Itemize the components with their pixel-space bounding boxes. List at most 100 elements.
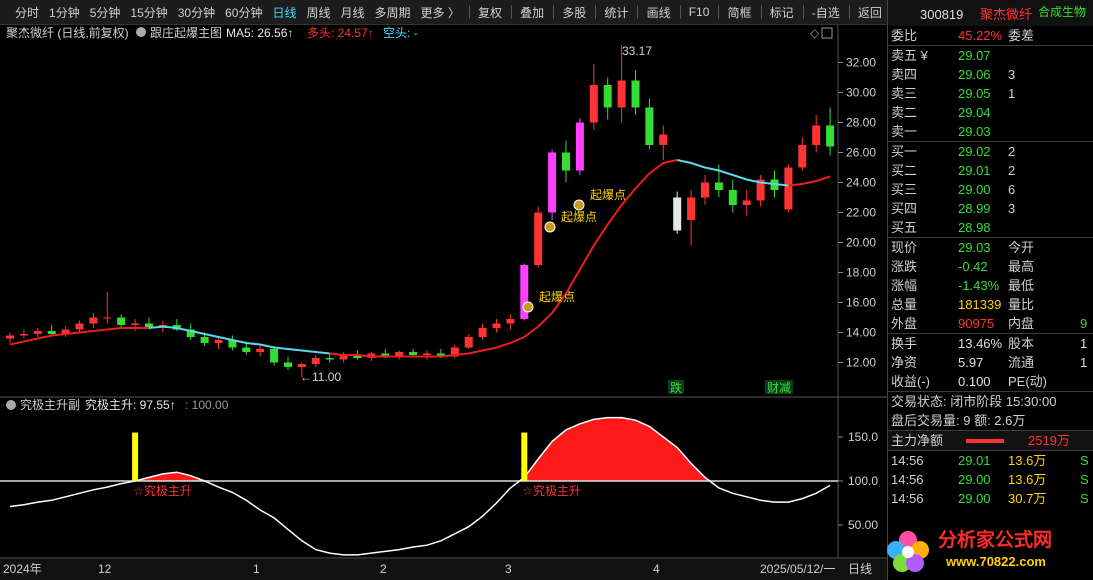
candle-body	[464, 337, 473, 348]
chart-area: ◇ 聚杰微纤 (日线,前复权) 跟庄起爆主图 MA5: 26.56↑ 多头: 24.5…	[0, 25, 887, 580]
coin-icon	[522, 301, 534, 313]
x-tick-label: 2024年	[3, 562, 42, 576]
signal-label: ☆究极主升	[522, 483, 581, 498]
candle-body	[478, 328, 487, 337]
quote-cell: -0.42	[958, 259, 988, 274]
quote-cell: 1	[1080, 336, 1088, 351]
quote-cell: 13.6万	[1008, 472, 1047, 487]
period-tab[interactable]: 分时	[15, 5, 40, 20]
ma5-value: MA5: 26.56↑	[226, 26, 293, 40]
tool-button[interactable]: F10	[688, 5, 710, 19]
annotation: ←11.00	[300, 370, 341, 384]
candle-body	[325, 358, 334, 360]
period-tab[interactable]: 月线	[340, 5, 365, 20]
quote-row: 买一 29.02 2	[888, 141, 1093, 161]
candle-body	[33, 331, 42, 334]
y-tick-label: 20.00	[846, 236, 876, 250]
candle-body	[61, 329, 70, 334]
period-tab[interactable]: 多周期	[374, 5, 411, 20]
period-tab[interactable]: 日线	[272, 5, 297, 20]
icon[interactable]	[821, 27, 833, 39]
period-tab[interactable]: 1分钟	[49, 5, 80, 20]
quote-cell: 卖二	[891, 105, 918, 120]
quote-cell: 总量	[891, 297, 918, 312]
quote-cell: 29.07	[958, 48, 991, 63]
quote-cell: 委比	[891, 28, 918, 43]
quote-cell: 28.98	[958, 220, 991, 235]
annotation: 起爆点	[561, 210, 597, 224]
tool-button[interactable]: 标记	[769, 5, 794, 20]
candle-body	[47, 331, 56, 334]
period-tab[interactable]: 15分钟	[130, 5, 168, 20]
annotation: 财减	[767, 381, 791, 395]
candle-body	[186, 329, 195, 337]
candle-body	[798, 145, 807, 168]
quote-cell: 14:56	[891, 472, 924, 487]
candle-body	[575, 122, 584, 171]
quote-cell: 13.6万	[1008, 453, 1047, 468]
tool-button[interactable]: 返回	[857, 5, 882, 20]
candle-body	[242, 347, 251, 352]
candle-body	[520, 265, 529, 319]
main-flow-bar	[966, 439, 1004, 443]
quote-cell: 2	[1008, 144, 1016, 159]
y-tick-label: 22.00	[846, 206, 876, 220]
quote-cell: 13.46%	[958, 336, 1003, 351]
period-tab[interactable]: 5分钟	[89, 5, 121, 20]
tool-button[interactable]: -自选	[811, 5, 840, 20]
quote-cell: 量比	[1008, 297, 1035, 312]
tool-button[interactable]: 简框	[727, 5, 752, 20]
quote-cell: 29.05	[958, 86, 991, 101]
x-tick-label: 1	[253, 562, 260, 576]
quote-cell: 29.03	[958, 124, 991, 139]
quote-row: 涨跌 -0.42 最高	[888, 257, 1093, 276]
quote-cell: 卖一	[891, 124, 918, 139]
candle-body	[75, 323, 84, 330]
candle-body	[506, 319, 515, 324]
period-tab[interactable]: 60分钟	[225, 5, 263, 20]
y-tick-label: 32.00	[846, 56, 876, 70]
period-tab[interactable]: 更多 〉	[420, 5, 460, 20]
quote-cell: S	[1080, 453, 1089, 468]
quote-cell: 现价	[891, 240, 918, 255]
quote-cell: 买一	[891, 144, 918, 159]
status-row: 盘后交易量: 9 额: 2.6万	[888, 411, 1093, 430]
candle-body	[200, 337, 209, 343]
candle-body	[145, 323, 153, 328]
quote-header: 300819 聚杰微纤 合成生物	[888, 0, 1093, 26]
quote-cell: PE(动)	[1008, 374, 1048, 389]
tool-button[interactable]: 画线	[646, 5, 671, 20]
quote-cell: 3	[1008, 67, 1016, 82]
y-tick-label: 30.00	[846, 86, 876, 100]
quote-cell: 3	[1008, 201, 1016, 216]
watermark: 分析家公式网 www.70822.com	[887, 528, 1052, 572]
quote-cell: 29.00	[958, 491, 991, 506]
status-row: 交易状态: 闭市阶段 15:30:00	[888, 391, 1093, 411]
candle-body	[6, 335, 14, 339]
tool-button[interactable]: 统计	[604, 5, 629, 20]
tool-button[interactable]: 叠加	[520, 5, 545, 20]
quote-cell: 买四	[891, 201, 918, 216]
candle-body	[562, 152, 570, 171]
period-tab[interactable]: 30分钟	[177, 5, 216, 20]
y-tick-label: 100.0	[848, 474, 878, 488]
quote-row: 现价 29.03 今开	[888, 237, 1093, 257]
icon[interactable]: ◇	[810, 26, 820, 40]
quote-row: 卖四 29.06 3	[888, 65, 1093, 84]
quote-row: 总量 181339 量比	[888, 295, 1093, 314]
quote-cell: 29.06	[958, 67, 991, 82]
quote-panel: 300819 聚杰微纤 合成生物 委比 45.22% 委差 卖五 ¥ 29.07 卖四 29.06…	[887, 0, 1093, 580]
quote-cell: -1.43%	[958, 278, 1000, 293]
candle-body	[492, 323, 501, 328]
quote-cell: 1	[1080, 355, 1088, 370]
stock-name: 聚杰微纤	[980, 7, 1033, 22]
tool-button[interactable]: 多股	[562, 5, 587, 20]
x-axis-bg	[0, 559, 887, 580]
indicator-line	[9, 416, 831, 556]
period-tab[interactable]: 周线	[306, 5, 331, 20]
quote-row: 卖一 29.03	[888, 122, 1093, 141]
candle-body	[450, 347, 459, 357]
tool-button[interactable]: 复权	[478, 5, 503, 20]
signal-label: ☆究极主升	[133, 483, 192, 498]
quote-cell: 29.00	[958, 472, 991, 487]
